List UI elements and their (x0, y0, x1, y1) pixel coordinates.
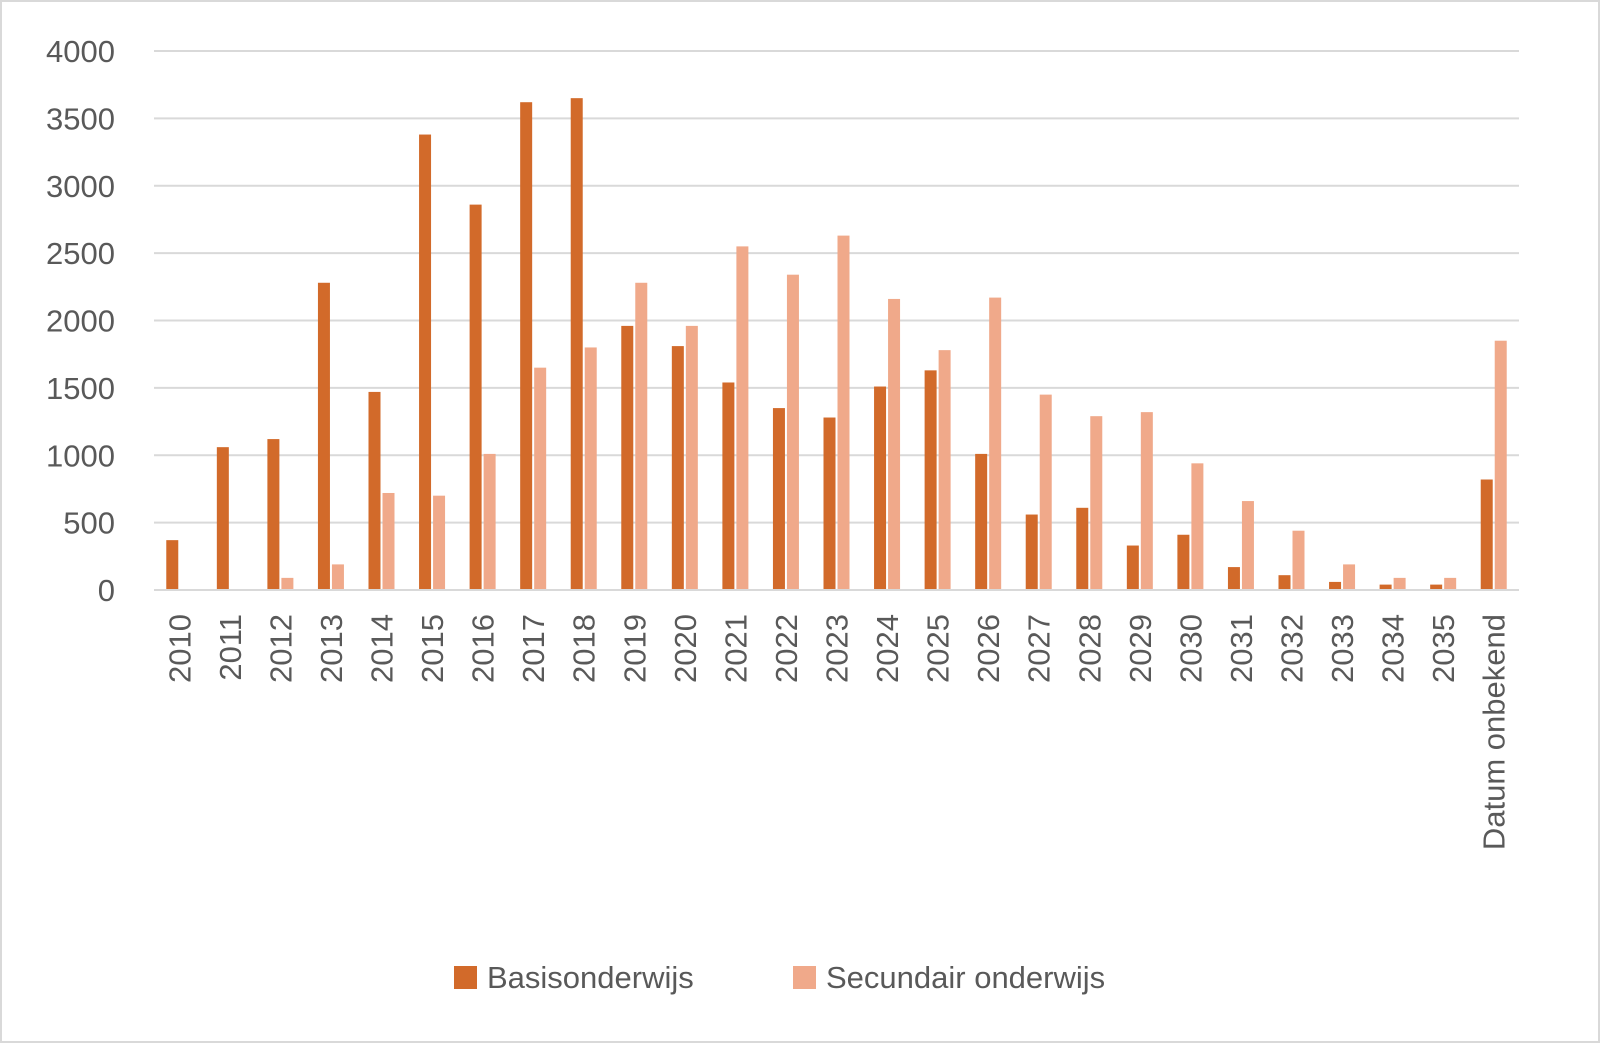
bar-basisonderwijs (469, 204, 482, 591)
bar-secundair-onderwijs (888, 298, 901, 590)
x-tick-label: 2034 (1376, 614, 1411, 683)
x-tick-label: 2022 (769, 614, 804, 683)
bar-secundair-onderwijs (483, 453, 496, 590)
x-tick-label: 2023 (820, 614, 855, 683)
bar-basisonderwijs (924, 370, 937, 590)
bar-basisonderwijs (1329, 581, 1342, 590)
y-tick-label: 0 (98, 573, 115, 608)
x-tick-label: Datum onbekend (1477, 614, 1512, 850)
x-tick-label: 2027 (1022, 614, 1057, 683)
x-tick-label: 2033 (1325, 614, 1360, 683)
y-tick-label: 500 (63, 506, 115, 541)
y-tick-label: 3000 (46, 169, 115, 204)
bar-secundair-onderwijs (635, 282, 648, 590)
x-tick-label: 2019 (617, 614, 652, 683)
bar-secundair-onderwijs (837, 235, 850, 591)
x-tick-label: 2014 (365, 614, 400, 683)
bar-basisonderwijs (267, 439, 280, 590)
bar-basisonderwijs (570, 98, 583, 590)
bar-secundair-onderwijs (1191, 463, 1204, 590)
bar-basisonderwijs (368, 391, 381, 590)
bar-basisonderwijs (1480, 479, 1493, 590)
x-tick-label: 2018 (567, 614, 602, 683)
x-tick-label: 2020 (668, 614, 703, 683)
y-tick-label: 4000 (46, 34, 115, 69)
bar-basisonderwijs (520, 102, 533, 590)
y-tick-label: 2000 (46, 304, 115, 339)
bar-secundair-onderwijs (1090, 416, 1103, 590)
bar-basisonderwijs (1430, 584, 1443, 590)
x-tick-label: 2017 (516, 614, 551, 683)
bar-basisonderwijs (216, 447, 229, 590)
bar-secundair-onderwijs (1039, 394, 1052, 590)
bar-secundair-onderwijs (281, 577, 294, 590)
bar-secundair-onderwijs (1292, 530, 1305, 590)
bar-basisonderwijs (874, 386, 887, 590)
legend-label: Secundair onderwijs (826, 960, 1105, 995)
y-tick-label: 1000 (46, 438, 115, 473)
bar-secundair-onderwijs (786, 274, 799, 590)
x-tick-label: 2025 (921, 614, 956, 683)
y-tick-label: 2500 (46, 236, 115, 271)
bar-secundair-onderwijs (433, 495, 446, 590)
bar-basisonderwijs (1126, 545, 1139, 590)
x-tick-label: 2035 (1426, 614, 1461, 683)
bar-basisonderwijs (772, 408, 785, 590)
bar-secundair-onderwijs (685, 325, 698, 590)
x-tick-label: 2021 (718, 614, 753, 683)
y-tick-label: 1500 (46, 371, 115, 406)
bar-secundair-onderwijs (1494, 340, 1507, 590)
x-tick-label: 2015 (415, 614, 450, 683)
bar-basisonderwijs (419, 134, 432, 591)
legend-swatch (454, 966, 477, 989)
bar-basisonderwijs (621, 325, 634, 590)
bar-secundair-onderwijs (331, 564, 344, 590)
bar-basisonderwijs (166, 540, 179, 590)
x-tick-label: 2031 (1224, 614, 1259, 683)
bar-basisonderwijs (1379, 584, 1392, 590)
bar-secundair-onderwijs (584, 347, 597, 590)
bar-basisonderwijs (975, 453, 988, 590)
bar-secundair-onderwijs (736, 246, 749, 590)
x-tick-label: 2032 (1275, 614, 1310, 683)
bar-basisonderwijs (317, 282, 330, 590)
bar-secundair-onderwijs (1444, 577, 1457, 590)
bar-secundair-onderwijs (938, 350, 951, 590)
legend-label: Basisonderwijs (487, 960, 694, 995)
bar-secundair-onderwijs (1393, 577, 1406, 590)
bar-secundair-onderwijs (1140, 412, 1153, 590)
x-tick-label: 2010 (162, 614, 197, 683)
bar-basisonderwijs (1076, 507, 1089, 590)
bar-secundair-onderwijs (989, 297, 1002, 590)
legend: Basisonderwijs Secundair onderwijs (454, 960, 1105, 995)
bar-secundair-onderwijs (534, 367, 547, 590)
x-tick-label: 2024 (870, 614, 905, 683)
x-tick-label: 2011 (213, 614, 248, 681)
y-axis-tick-labels: 0 500 1000 1500 2000 2500 3000 3500 4000 (46, 34, 115, 608)
bar-basisonderwijs (823, 417, 836, 590)
bar-secundair-onderwijs (1343, 564, 1356, 590)
bar-secundair-onderwijs (382, 492, 395, 590)
legend-swatch (793, 966, 816, 989)
y-tick-label: 3500 (46, 101, 115, 136)
bar-basisonderwijs (1025, 514, 1038, 590)
x-tick-label: 2013 (314, 614, 349, 683)
bar-basisonderwijs (1278, 575, 1291, 590)
bar-basisonderwijs (722, 382, 735, 590)
x-tick-label: 2029 (1123, 614, 1158, 683)
x-tick-label: 2016 (466, 614, 501, 683)
bar-basisonderwijs (671, 346, 684, 590)
x-tick-label: 2028 (1072, 614, 1107, 683)
bar-basisonderwijs (1227, 567, 1240, 590)
bars (166, 98, 1507, 591)
bar-basisonderwijs (1177, 534, 1190, 590)
x-tick-label: 2012 (263, 614, 298, 683)
gridlines (154, 50, 1519, 524)
x-tick-label: 2030 (1173, 614, 1208, 683)
x-tick-label: 2026 (971, 614, 1006, 683)
x-axis-tick-labels: 2010 2011 2012 2013 2014 2015 2016 2017 2018 2019… (162, 614, 1511, 850)
bar-secundair-onderwijs (1241, 501, 1254, 590)
